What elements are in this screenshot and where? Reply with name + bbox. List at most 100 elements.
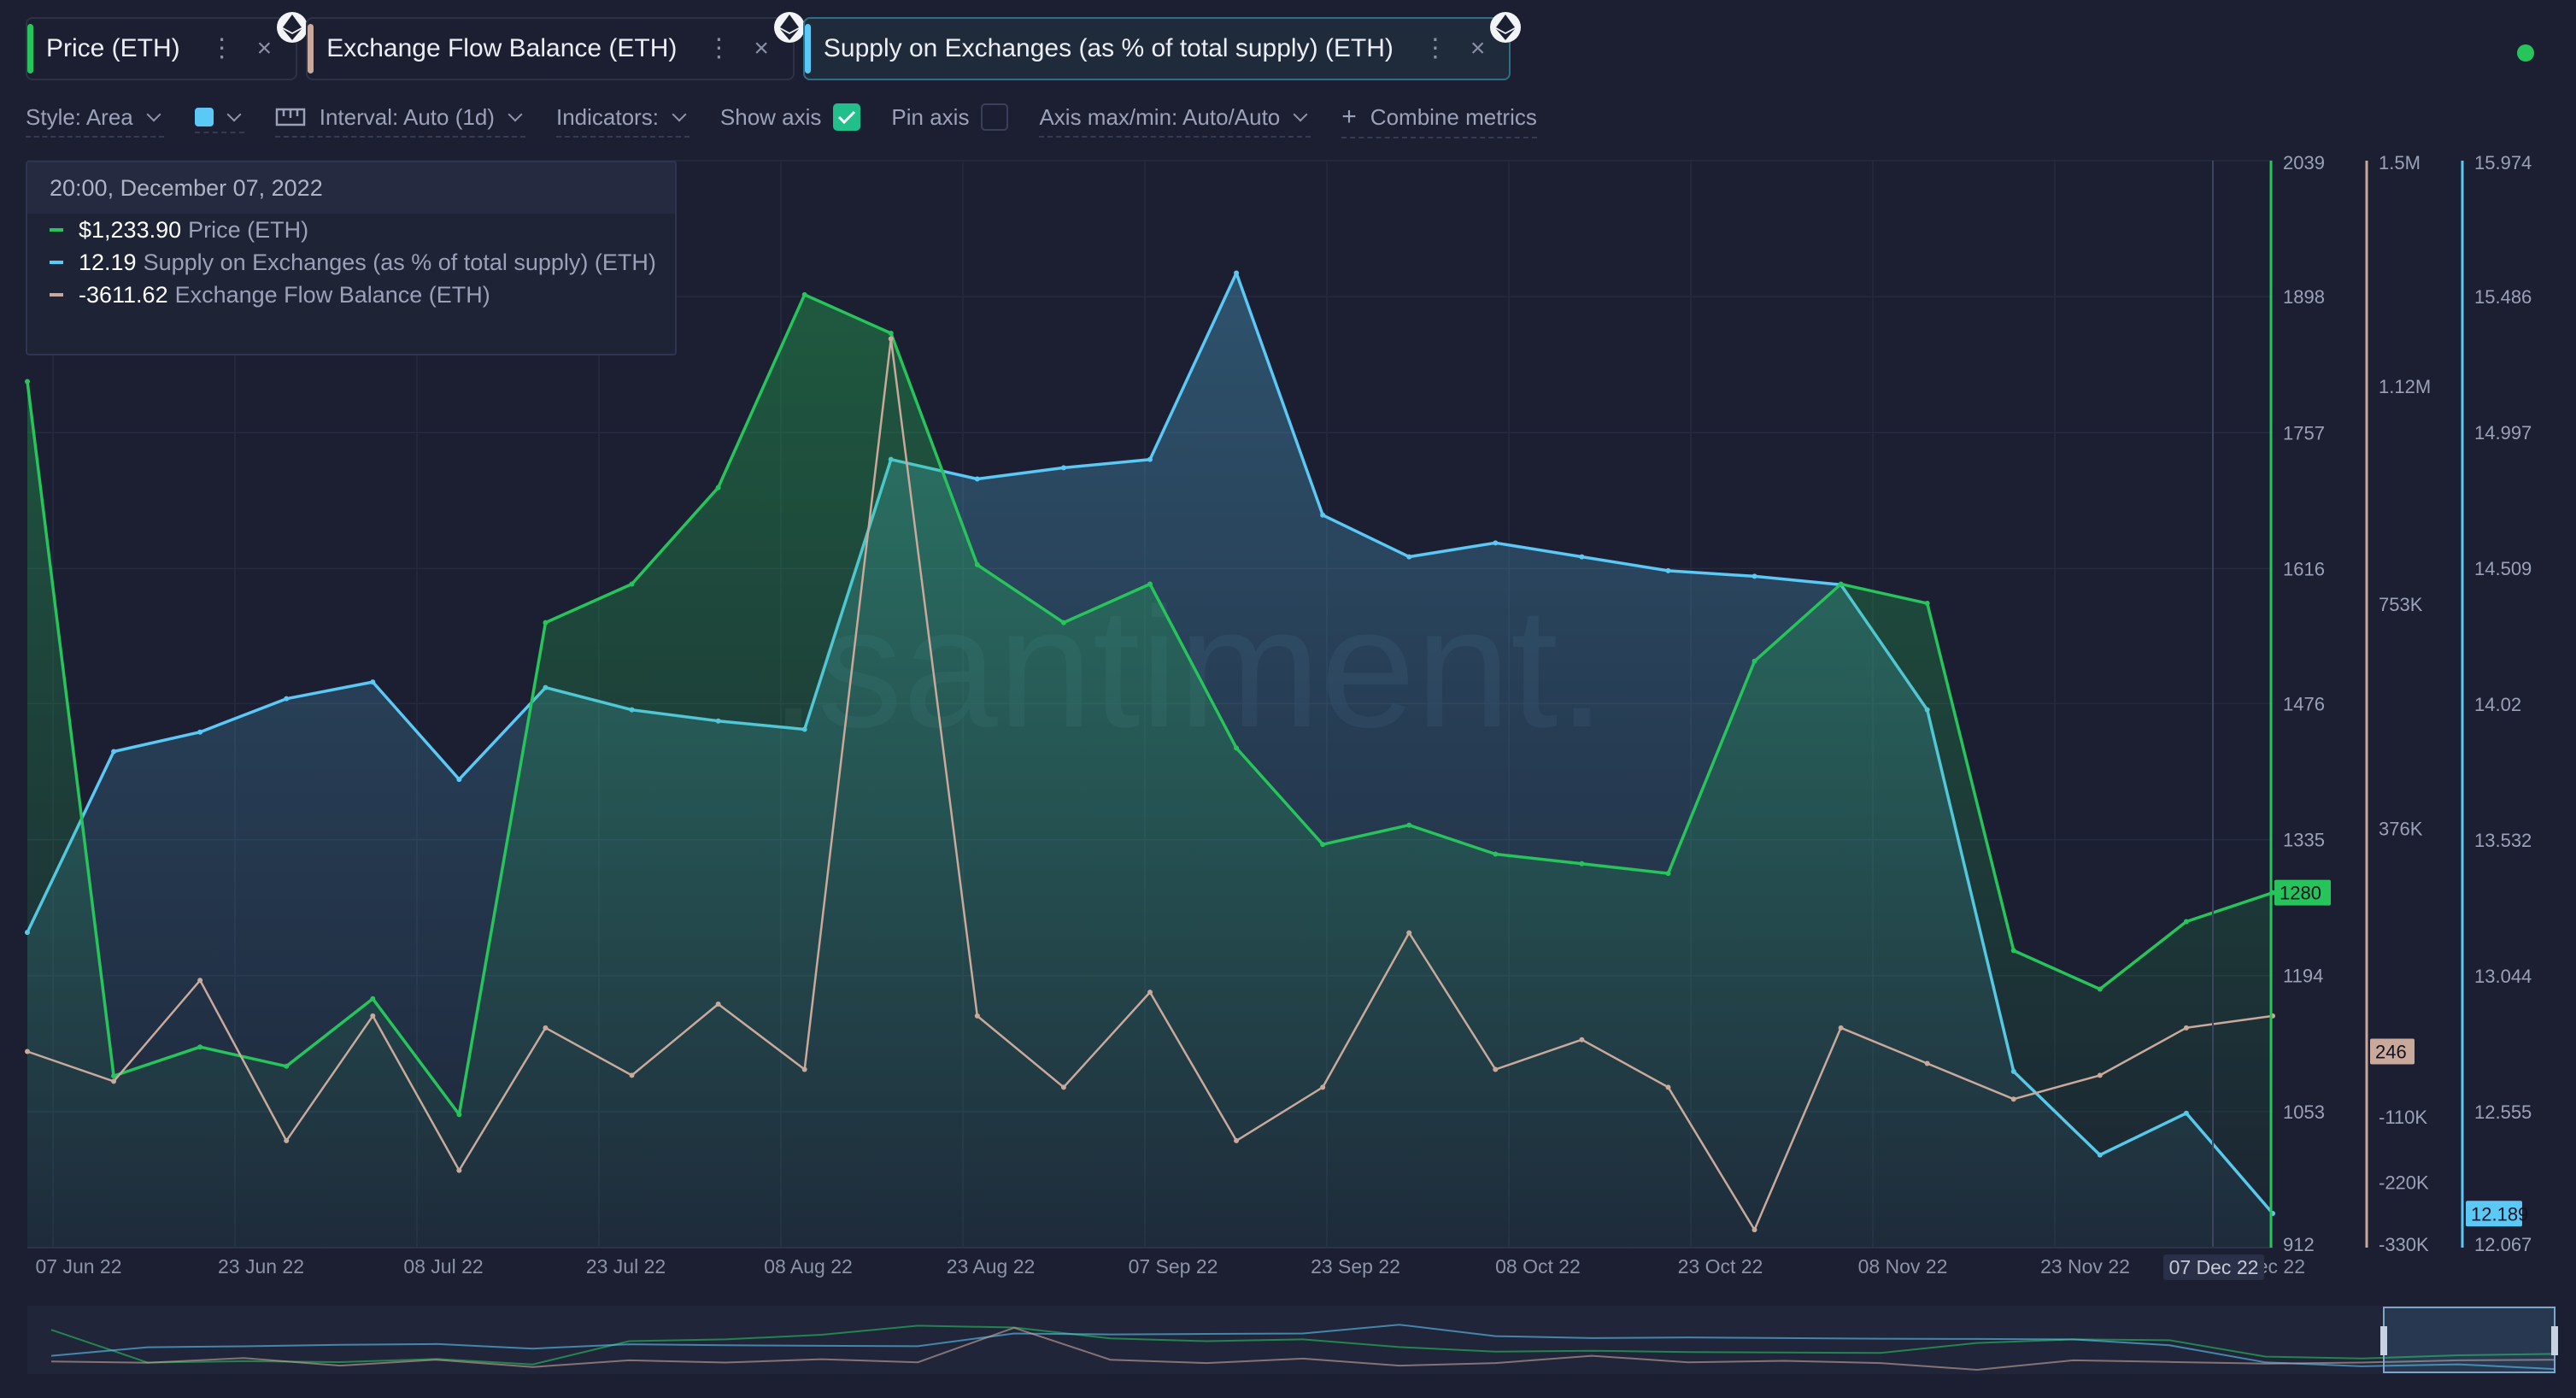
- data-point-flow: [1234, 1137, 1240, 1143]
- tab-supply-menu-icon[interactable]: ⋮: [1422, 34, 1448, 62]
- y-tick-label-flow: 1.12M: [2379, 376, 2431, 397]
- chevron-down-icon: [146, 107, 161, 122]
- ethereum-icon: [773, 12, 805, 43]
- x-tick-label: 08 Nov 22: [1858, 1255, 1948, 1278]
- data-point-flow: [2270, 1013, 2275, 1019]
- santiment-watermark: .santiment.: [770, 573, 1605, 763]
- data-point-supply: [2010, 1068, 2016, 1074]
- price-legend-dash: [50, 228, 63, 232]
- chevron-down-icon: [226, 107, 242, 122]
- navigator-selection[interactable]: [2383, 1307, 2555, 1373]
- y-tick-label-supply: 14.509: [2474, 558, 2532, 579]
- y-tick-label-price: 1053: [2283, 1101, 2325, 1123]
- data-point-price: [25, 379, 30, 385]
- y-tick-label-supply: 15.486: [2474, 286, 2532, 308]
- pin-axis-toggle[interactable]: Pin axis: [891, 103, 1009, 138]
- tooltip-row-supply: 12.19 Supply on Exchanges (as % of total…: [27, 246, 675, 279]
- tab-supply-on-exchanges[interactable]: Supply on Exchanges (as % of total suppl…: [802, 12, 1522, 80]
- data-point-flow: [1752, 1227, 1757, 1233]
- data-point-supply: [284, 696, 290, 702]
- data-point-flow: [111, 1078, 117, 1084]
- data-point-supply: [1320, 512, 1326, 518]
- data-point-supply: [543, 684, 549, 690]
- data-point-flow: [2183, 1025, 2189, 1031]
- x-tick-label: 08 Aug 22: [764, 1255, 853, 1278]
- indicators-label: Indicators:: [555, 103, 659, 130]
- y-tick-label-supply: 13.532: [2474, 830, 2532, 851]
- data-point-price: [1579, 861, 1585, 866]
- data-point-price: [1147, 581, 1153, 587]
- data-point-flow: [197, 978, 203, 984]
- x-tick-label-partial: ec 22: [2257, 1255, 2305, 1278]
- x-tick-label: 07 Jun 22: [35, 1255, 121, 1278]
- data-point-supply: [801, 726, 807, 732]
- combine-metrics-button[interactable]: + Combine metrics: [1341, 103, 1537, 138]
- tab-exchange-flow-balance[interactable]: Exchange Flow Balance (ETH) ⋮ ×: [306, 12, 805, 80]
- x-tick-label: 07 Sep 22: [1129, 1255, 1218, 1278]
- pin-axis-checkbox[interactable]: [981, 103, 1009, 131]
- data-point-price: [2270, 890, 2275, 896]
- plus-icon: +: [1341, 103, 1357, 131]
- y-tick-label-flow: -220K: [2379, 1172, 2429, 1194]
- navigator-handle-right[interactable]: [2551, 1326, 2558, 1355]
- chevron-down-icon: [1293, 107, 1308, 122]
- y-tick-label-flow: 1.5M: [2379, 152, 2421, 173]
- x-tick-label: 23 Jun 22: [218, 1255, 304, 1278]
- color-picker[interactable]: [194, 107, 244, 133]
- y-current-badge-supply: [2466, 1201, 2522, 1227]
- tooltip-flow-label: Exchange Flow Balance (ETH): [174, 281, 490, 308]
- data-point-price: [456, 1112, 462, 1118]
- tooltip-supply-value: 12.19: [79, 249, 137, 275]
- data-point-flow: [715, 1002, 721, 1007]
- data-point-price: [1665, 871, 1671, 877]
- tab-supply-close-icon[interactable]: ×: [1470, 34, 1486, 62]
- data-point-flow: [1406, 930, 1412, 936]
- tab-flow-close-icon[interactable]: ×: [754, 34, 769, 62]
- x-current-label: 07 Dec 22: [2169, 1256, 2259, 1278]
- chart-navigator[interactable]: [27, 1306, 2556, 1374]
- data-point-price: [284, 1063, 290, 1069]
- data-point-supply: [2183, 1110, 2189, 1116]
- tab-flow-label: Exchange Flow Balance (ETH): [326, 34, 678, 62]
- y-tick-label-flow: 753K: [2379, 594, 2423, 615]
- data-point-flow: [1924, 1060, 1930, 1066]
- style-label: Style: Area: [26, 103, 133, 130]
- data-point-flow: [629, 1072, 635, 1078]
- y-current-value-supply: 12.189: [2471, 1203, 2528, 1225]
- data-point-supply: [2097, 1152, 2103, 1158]
- tab-price-color-bar: [27, 24, 33, 73]
- interval-dropdown[interactable]: Interval: Auto (1d): [274, 104, 525, 138]
- series-line-supply: [26, 271, 2274, 1215]
- data-point-supply: [111, 749, 117, 755]
- y-tick-label-supply: 14.02: [2474, 694, 2521, 715]
- y-tick-label-flow: -110K: [2379, 1107, 2427, 1128]
- tab-price[interactable]: Price (ETH) ⋮ ×: [26, 12, 308, 80]
- tooltip-date: 20:00, December 07, 2022: [27, 162, 675, 214]
- ruler-icon: [275, 108, 305, 126]
- data-point-price: [1752, 658, 1757, 664]
- tab-flow-menu-icon[interactable]: ⋮: [706, 34, 732, 62]
- show-axis-checkbox[interactable]: [833, 103, 861, 131]
- x-tick-label: 23 Nov 22: [2040, 1255, 2130, 1278]
- axis-maxmin-dropdown[interactable]: Axis max/min: Auto/Auto: [1039, 104, 1311, 138]
- indicators-dropdown[interactable]: Indicators:: [555, 103, 689, 138]
- data-point-supply: [715, 718, 721, 724]
- navigator-handle-left[interactable]: [2380, 1326, 2387, 1355]
- tooltip-flow-value: -3611.62: [79, 281, 168, 308]
- data-point-price: [111, 1073, 117, 1079]
- tooltip-price-value: $1,233.90: [79, 216, 182, 243]
- data-point-price: [1234, 745, 1240, 751]
- tab-price-menu-icon[interactable]: ⋮: [208, 34, 235, 62]
- data-point-supply: [1493, 540, 1499, 546]
- show-axis-toggle[interactable]: Show axis: [720, 103, 861, 138]
- data-point-supply: [1838, 582, 1844, 588]
- style-dropdown[interactable]: Style: Area: [26, 104, 164, 138]
- data-point-flow: [974, 1013, 980, 1019]
- tab-price-close-icon[interactable]: ×: [256, 34, 273, 62]
- tooltip-supply-label: Supply on Exchanges (as % of total suppl…: [143, 249, 656, 275]
- data-point-price: [2183, 919, 2189, 925]
- navigator-series-price: [50, 1325, 2555, 1366]
- data-point-flow: [1060, 1084, 1066, 1090]
- x-tick-label: 23 Oct 22: [1678, 1255, 1763, 1278]
- data-point-flow: [801, 1066, 807, 1072]
